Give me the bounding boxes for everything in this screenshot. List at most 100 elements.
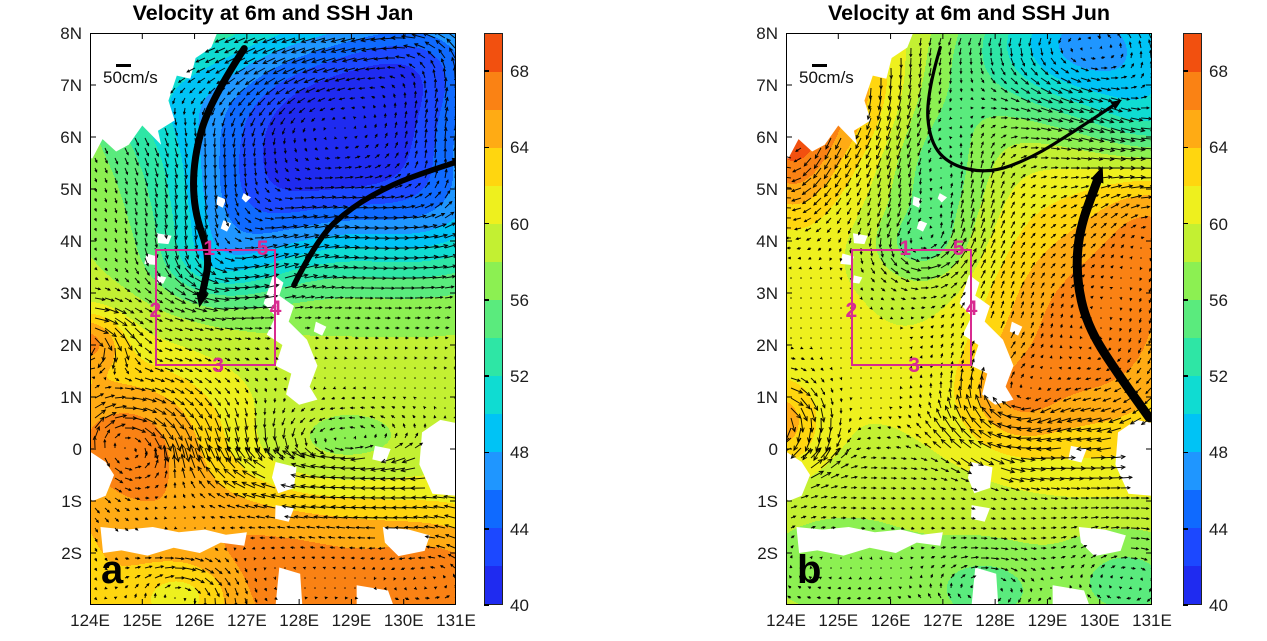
colorbar-band [1184,452,1201,490]
colorbar-band [1184,186,1201,224]
colorbar-tick-label: 40 [1209,596,1228,615]
panel-b-title: Velocity at 6m and SSH Jun [828,1,1110,25]
colorbar-tick-label: 44 [1209,519,1228,539]
colorbar-band [485,528,502,566]
scale-label-a: 50cm/s [103,67,158,87]
colorbar-band [1184,72,1201,110]
y-tick-label: 7N [756,76,778,95]
panel-b-map-canvas [786,33,1152,605]
transect-label-3: 3 [908,353,920,377]
y-tick-label: 5N [756,180,778,199]
scale-reference-arrow-a [116,64,131,67]
transect-label-3: 3 [212,353,224,377]
colorbar-band [1184,528,1201,566]
y-tick-label: 2N [756,336,778,355]
colorbar-tick-mark [484,375,489,377]
colorbar-tick-mark [1183,375,1188,377]
colorbar-band [1184,414,1201,452]
colorbar-tick-mark [484,451,489,454]
y-tick-label: 8N [60,24,82,43]
y-tick-label: 3N [756,284,778,303]
x-tick-label: 125E [818,611,859,630]
colorbar-tick-label: 40 [510,596,529,615]
transect-label-1: 1 [899,236,912,260]
colorbar-band [1184,566,1201,604]
colorbar-tick-label: 52 [510,367,529,387]
colorbar-tick-mark [484,222,489,225]
scale-label-b: 50cm/s [799,67,854,87]
colorbar-tick-mark [1183,70,1188,72]
colorbar-tick-mark [1183,604,1188,606]
colorbar-tick-label: 56 [510,290,529,310]
colorbar-band [1184,224,1201,262]
x-tick-label: 130E [1079,611,1120,630]
colorbar-band [485,148,502,186]
colorbar-tick-label: 64 [510,138,529,158]
transect-label-5: 5 [952,236,965,260]
velocity-scale-b: 50cm/s [799,64,854,88]
x-tick-label: 129E [1027,611,1068,630]
colorbar-band [1184,376,1201,414]
colorbar-tick-label: 60 [1209,214,1228,234]
panel-letter-a: a [101,548,124,592]
colorbar-tick-mark [484,299,489,301]
transect-label-4: 4 [965,296,978,320]
y-tick-label: 1S [61,492,82,511]
colorbar-tick-label: 48 [510,443,529,463]
x-tick-label: 124E [70,611,110,630]
colorbar-a [484,33,503,605]
x-tick-label: 129E [331,611,372,630]
colorbar-tick-label: 64 [1209,138,1228,158]
colorbar-band [485,490,502,528]
colorbar-band [485,376,502,414]
colorbar-band [485,566,502,604]
colorbar-tick-label: 48 [1209,443,1228,463]
colorbar-band [1184,490,1201,528]
y-tick-label: 1S [757,492,778,511]
colorbar-band [485,338,502,376]
x-tick-label: 128E [279,611,319,630]
colorbar-tick-label: 52 [1209,367,1228,387]
colorbar-band [485,224,502,262]
colorbar-tick-mark [484,70,489,72]
colorbar-band [1184,148,1201,186]
colorbar-band [1184,338,1201,376]
colorbar-tick-mark [484,604,489,606]
colorbar-tick-mark [484,527,489,530]
x-tick-label: 125E [122,611,163,630]
colorbar-band [485,414,502,452]
y-tick-label: 2N [60,336,82,355]
colorbar-band [485,300,502,338]
transect-label-1: 1 [203,236,216,260]
colorbar-tick-label: 44 [510,519,529,539]
y-tick-label: 0 [768,440,778,459]
x-tick-label: 127E [226,611,267,630]
survey-box-b [851,248,972,366]
panel-letter-b: b [797,548,822,592]
y-tick-label: 1N [60,388,82,407]
colorbar-band [485,186,502,224]
colorbar-tick-label: 60 [510,214,529,234]
colorbar-band [485,110,502,148]
colorbar-band [1184,262,1201,300]
colorbar-tick-label: 68 [510,62,529,82]
x-tick-label: 126E [174,611,215,630]
transect-label-4: 4 [269,296,282,320]
colorbar-tick-mark [1183,146,1188,149]
y-tick-label: 7N [60,76,82,95]
panel-a-title: Velocity at 6m and SSH Jan [132,1,414,25]
y-tick-label: 3N [60,284,82,303]
y-tick-label: 2S [757,544,778,563]
y-tick-label: 4N [60,232,82,251]
colorbar-tick-mark [484,146,489,149]
colorbar-tick-mark [1183,451,1188,454]
colorbar-tick-mark [1183,299,1188,301]
survey-box-a [155,248,276,366]
x-tick-label: 130E [383,611,424,630]
colorbar-band [485,34,502,72]
x-tick-label: 124E [766,611,806,630]
y-tick-label: 6N [756,128,778,147]
x-tick-label: 131E [1132,611,1172,630]
colorbar-band [1184,300,1201,338]
colorbar-band [1184,34,1201,72]
